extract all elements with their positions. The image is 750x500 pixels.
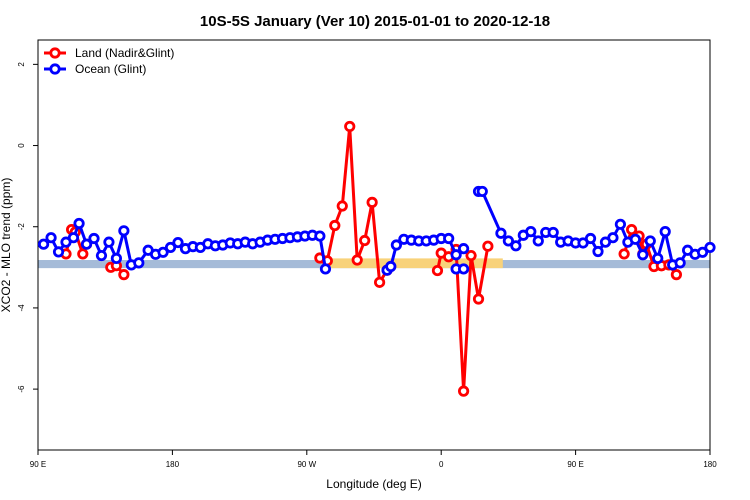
series-land-point [472, 293, 485, 305]
y-tick-label: 2 [17, 62, 26, 67]
series-ocean-point [637, 249, 649, 261]
ticks-layer: 90 E 180 90 W 0 90 E 180 2 0 -2 -4 -6 [17, 62, 717, 469]
y-tick-label: -6 [17, 385, 26, 393]
x-tick-label: 90 W [297, 460, 316, 469]
y-tick-label: -2 [17, 223, 26, 231]
series-ocean [37, 185, 716, 276]
series-ocean-point [103, 236, 115, 248]
series-land-point [344, 120, 356, 133]
series-land-point [625, 223, 638, 236]
x-tick-label: 90 E [30, 460, 46, 469]
series-ocean-point [157, 246, 169, 258]
series-ocean-point [385, 260, 397, 273]
series-land-point [670, 269, 683, 281]
series-land-point [618, 248, 630, 260]
series-ocean-point [443, 232, 455, 245]
series-ocean-point [629, 233, 641, 245]
series-land-point [351, 254, 363, 266]
y-tick-label: 0 [17, 143, 26, 148]
series-land-point [329, 219, 341, 232]
series-ocean-point [607, 232, 619, 244]
x-tick-label: 0 [439, 460, 444, 469]
series-land-point [77, 248, 89, 260]
legend-label-land: Land (Nadir&Glint) [75, 46, 174, 60]
series-ocean-point [133, 257, 145, 269]
series-layer [37, 120, 716, 397]
series-ocean-point [314, 230, 326, 242]
series-ocean-point [110, 252, 123, 264]
series-land-line [319, 125, 389, 284]
series-land-point [366, 196, 378, 208]
bands-layer [38, 258, 710, 269]
series-ocean-point [73, 217, 85, 230]
series-ocean-point [674, 257, 686, 269]
series-ocean-point [652, 252, 664, 264]
series-land-point [359, 234, 371, 247]
series-land-point [482, 240, 494, 252]
chart-title: 10S-5S January (Ver 10) 2015-01-01 to 20… [200, 13, 550, 30]
series-ocean-point [510, 240, 522, 252]
series-ocean-point [457, 263, 470, 275]
legend-marker-land [49, 47, 61, 59]
series-ocean-point [319, 263, 332, 275]
series-ocean-point [80, 238, 93, 250]
series-ocean-point [532, 235, 544, 247]
legend: Land (Nadir&Glint) Ocean (Glint) [44, 46, 174, 76]
series-land-point [118, 269, 130, 281]
series-ocean-point [476, 185, 488, 198]
series-ocean-point [172, 236, 184, 249]
series-ocean-point [644, 235, 656, 247]
x-axis-label: Longitude (deg E) [326, 477, 421, 491]
series-ocean-point [502, 235, 514, 247]
series-ocean-point [450, 249, 462, 261]
series-ocean-point [525, 226, 537, 238]
series-ocean-point [659, 226, 671, 238]
series-ocean-point [584, 232, 597, 245]
series-ocean-point [592, 245, 604, 258]
series-land-point [373, 276, 386, 288]
legend-label-ocean: Ocean (Glint) [75, 62, 146, 76]
series-ocean-point [696, 246, 709, 258]
y-tick-label: -4 [17, 304, 26, 312]
x-tick-label: 180 [703, 460, 717, 469]
series-ocean-point [95, 249, 108, 262]
series-ocean-point [52, 246, 65, 258]
series-ocean-point [457, 243, 470, 255]
x-tick-label: 90 E [567, 460, 583, 469]
series-ocean-point [390, 239, 402, 251]
series-ocean-point [88, 232, 100, 245]
series-ocean-point [704, 241, 716, 254]
series-ocean-point [67, 232, 80, 244]
series-land-point [465, 249, 477, 262]
series-ocean-point [164, 241, 177, 254]
series-land-point [336, 200, 348, 212]
series-ocean-point [45, 232, 57, 244]
series-ocean-point [37, 238, 50, 250]
reference-band-1 [323, 258, 503, 269]
series-ocean-point [614, 218, 627, 230]
series-land-point [431, 264, 444, 277]
y-axis-label: XCO2 - MLO trend (ppm) [0, 178, 13, 313]
series-land-point [457, 385, 470, 397]
x-tick-label: 180 [166, 460, 180, 469]
series-ocean-point [547, 226, 559, 239]
series-ocean-point [495, 227, 507, 239]
legend-marker-ocean [49, 63, 61, 75]
series-ocean-point [118, 225, 130, 237]
